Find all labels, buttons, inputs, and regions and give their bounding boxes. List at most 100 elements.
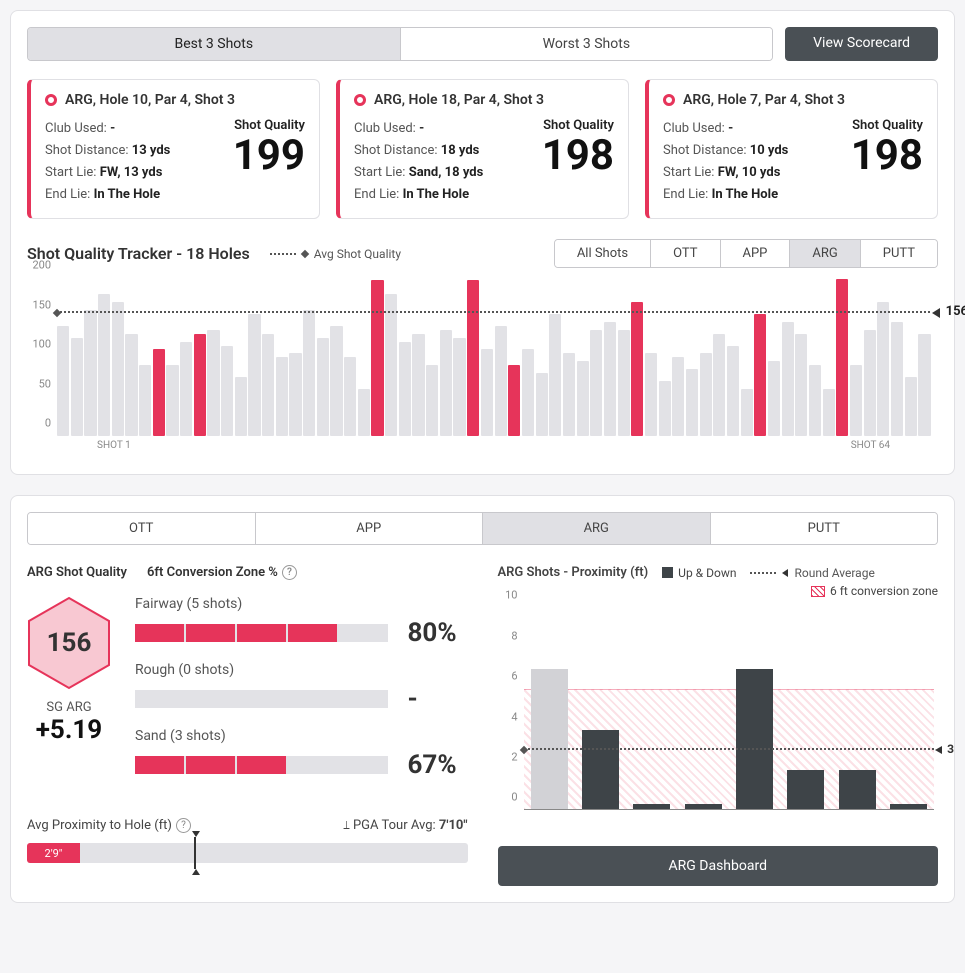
tracker-bar[interactable] — [440, 330, 452, 437]
filter-tab-ott[interactable]: OTT — [650, 240, 719, 267]
tracker-bar[interactable] — [508, 365, 520, 436]
proximity-chart-title: ARG Shots - Proximity (ft) — [498, 565, 649, 580]
tracker-bar[interactable] — [248, 314, 260, 436]
tracker-bar[interactable] — [71, 338, 83, 437]
tracker-bar[interactable] — [139, 365, 151, 436]
tracker-bar[interactable] — [235, 377, 247, 436]
proximity-bar[interactable] — [787, 770, 824, 810]
proximity-bar[interactable] — [582, 730, 619, 811]
tracker-bar[interactable] — [754, 314, 766, 436]
tracker-x-first: SHOT 1 — [97, 440, 131, 451]
tracker-bar[interactable] — [795, 334, 807, 437]
tracker-bar[interactable] — [84, 310, 96, 436]
tracker-bar[interactable] — [276, 357, 288, 436]
shot-meta: Club Used: - Shot Distance: 10 yds Start… — [663, 118, 788, 206]
tracker-bar[interactable] — [536, 373, 548, 436]
tracker-bar[interactable] — [522, 349, 534, 436]
category-tab-app[interactable]: APP — [255, 513, 483, 544]
conversion-label: Fairway (5 shots) — [135, 596, 468, 612]
tracker-bar[interactable] — [741, 389, 753, 436]
avg-proximity-section: Avg Proximity to Hole (ft) ? ⟘ PGA Tour … — [27, 818, 468, 863]
tracker-bar[interactable] — [358, 389, 370, 436]
category-tab-arg[interactable]: ARG — [482, 513, 710, 544]
tracker-bar[interactable] — [577, 361, 589, 436]
conversion-bar — [135, 756, 388, 774]
tracker-bar[interactable] — [399, 342, 411, 437]
proximity-bar[interactable] — [839, 770, 876, 810]
tracker-bar[interactable] — [344, 357, 356, 436]
tracker-bar[interactable] — [918, 334, 930, 437]
filter-tab-putt[interactable]: PUTT — [860, 240, 937, 267]
shots-toggle-group: Best 3 ShotsWorst 3 Shots — [27, 27, 773, 61]
shot-meta: Club Used: - Shot Distance: 13 yds Start… — [45, 118, 170, 206]
shot-meta: Club Used: - Shot Distance: 18 yds Start… — [354, 118, 483, 206]
target-icon — [45, 94, 57, 106]
shots-tab-worst-3-shots[interactable]: Worst 3 Shots — [400, 28, 773, 60]
tracker-bar[interactable] — [453, 338, 465, 437]
tracker-bar[interactable] — [700, 353, 712, 436]
tracker-bar[interactable] — [659, 381, 671, 436]
tracker-bar[interactable] — [371, 280, 383, 436]
help-icon[interactable]: ? — [282, 565, 297, 580]
tracker-bar[interactable] — [467, 280, 479, 436]
filter-tab-arg[interactable]: ARG — [789, 240, 859, 267]
tracker-bar[interactable] — [221, 346, 233, 437]
tracker-bar[interactable] — [289, 353, 301, 436]
tracker-bar[interactable] — [112, 302, 124, 436]
tracker-bar[interactable] — [303, 310, 315, 436]
tracker-bar[interactable] — [194, 334, 206, 437]
tracker-bar[interactable] — [809, 365, 821, 436]
arg-panel: OTTAPPARGPUTT ARG Shot Quality 6ft Conve… — [10, 495, 955, 903]
category-tab-putt[interactable]: PUTT — [710, 513, 938, 544]
tracker-bar[interactable] — [166, 365, 178, 436]
tracker-bar[interactable] — [495, 326, 507, 437]
tracker-bar[interactable] — [713, 334, 725, 437]
filter-tab-all-shots[interactable]: All Shots — [555, 240, 650, 267]
tracker-bar[interactable] — [782, 322, 794, 437]
tracker-bar[interactable] — [549, 314, 561, 436]
top-controls: Best 3 ShotsWorst 3 Shots View Scorecard — [27, 27, 938, 61]
arg-dashboard-button[interactable]: ARG Dashboard — [498, 846, 939, 886]
up-down-legend: Up & Down — [662, 566, 736, 580]
tracker-bar[interactable] — [590, 330, 602, 437]
tracker-bar[interactable] — [877, 302, 889, 436]
tracker-bar[interactable] — [850, 365, 862, 436]
sg-arg-label: SG ARG — [27, 700, 111, 715]
arg-shot-quality-title: ARG Shot Quality — [27, 565, 127, 580]
tracker-bar[interactable] — [823, 389, 835, 436]
category-tab-ott[interactable]: OTT — [28, 513, 255, 544]
tracker-bar[interactable] — [481, 349, 493, 436]
tracker-bar[interactable] — [426, 365, 438, 436]
proximity-bar[interactable] — [736, 669, 773, 810]
proximity-bar[interactable] — [531, 669, 568, 810]
tracker-bar[interactable] — [604, 322, 616, 437]
tracker-bar[interactable] — [727, 346, 739, 437]
tracker-bar[interactable] — [412, 334, 424, 437]
tracker-bar[interactable] — [905, 377, 917, 436]
tracker-bar[interactable] — [317, 338, 329, 437]
shot-cards-row: ARG, Hole 10, Par 4, Shot 3 Club Used: -… — [27, 79, 938, 219]
tracker-bar[interactable] — [768, 361, 780, 436]
tracker-bar[interactable] — [207, 330, 219, 437]
tracker-bar[interactable] — [57, 326, 69, 437]
tracker-bar[interactable] — [836, 279, 848, 436]
tracker-bar[interactable] — [645, 353, 657, 436]
tracker-bar[interactable] — [672, 357, 684, 436]
tracker-bar[interactable] — [125, 334, 137, 437]
tracker-bar[interactable] — [563, 353, 575, 436]
tracker-bar[interactable] — [385, 294, 397, 436]
view-scorecard-button[interactable]: View Scorecard — [785, 27, 938, 61]
tracker-bar[interactable] — [330, 326, 342, 437]
tracker-bar[interactable] — [180, 342, 192, 437]
shots-tab-best-3-shots[interactable]: Best 3 Shots — [28, 28, 400, 60]
tracker-bar[interactable] — [891, 322, 903, 437]
help-icon[interactable]: ? — [176, 818, 191, 833]
tracker-bar[interactable] — [618, 330, 630, 437]
tracker-bar[interactable] — [686, 369, 698, 436]
tracker-bar[interactable] — [262, 334, 274, 437]
tracker-bar[interactable] — [864, 330, 876, 437]
filter-tab-app[interactable]: APP — [720, 240, 790, 267]
tracker-bar[interactable] — [98, 294, 110, 436]
tracker-bar[interactable] — [631, 302, 643, 436]
tracker-bar[interactable] — [153, 349, 165, 436]
